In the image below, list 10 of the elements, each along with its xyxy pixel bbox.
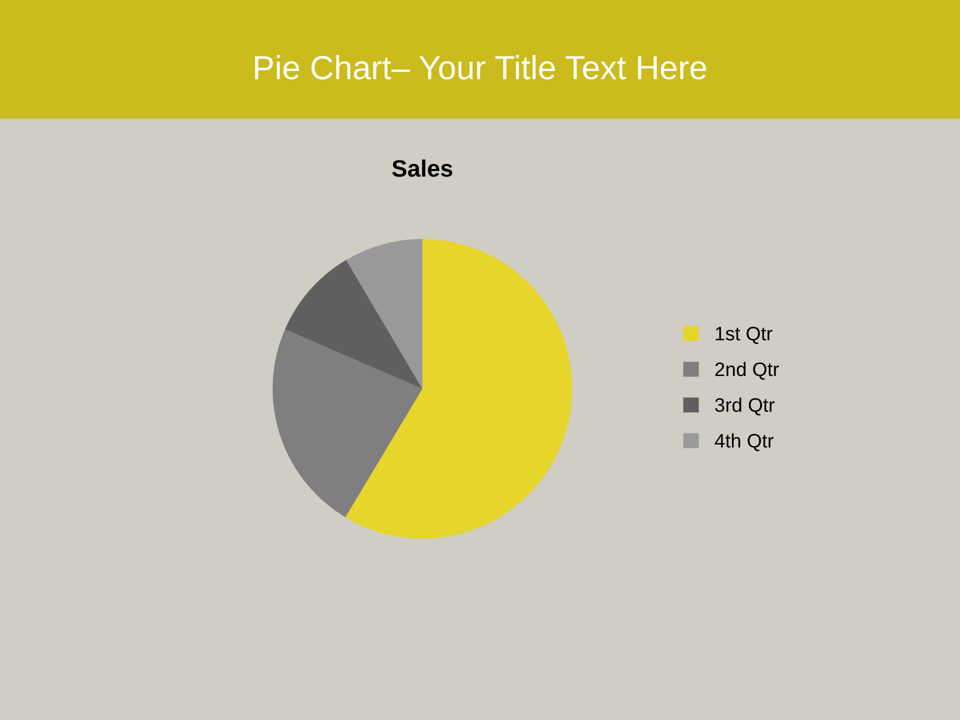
legend-label: 3rd Qtr (715, 398, 775, 416)
legend-label: 2nd Qtr (715, 362, 779, 380)
chart-subtitle: Sales (392, 159, 452, 177)
pie-slice (346, 239, 422, 389)
legend-label: 4th Qtr (714, 433, 774, 452)
legend-label: 1st Qtr (716, 326, 772, 344)
pie-slice (284, 260, 422, 389)
pie-slice (272, 329, 422, 518)
chart-title: Pie Chart– Your Title Text Here (255, 55, 706, 80)
pie-slice (345, 239, 572, 539)
